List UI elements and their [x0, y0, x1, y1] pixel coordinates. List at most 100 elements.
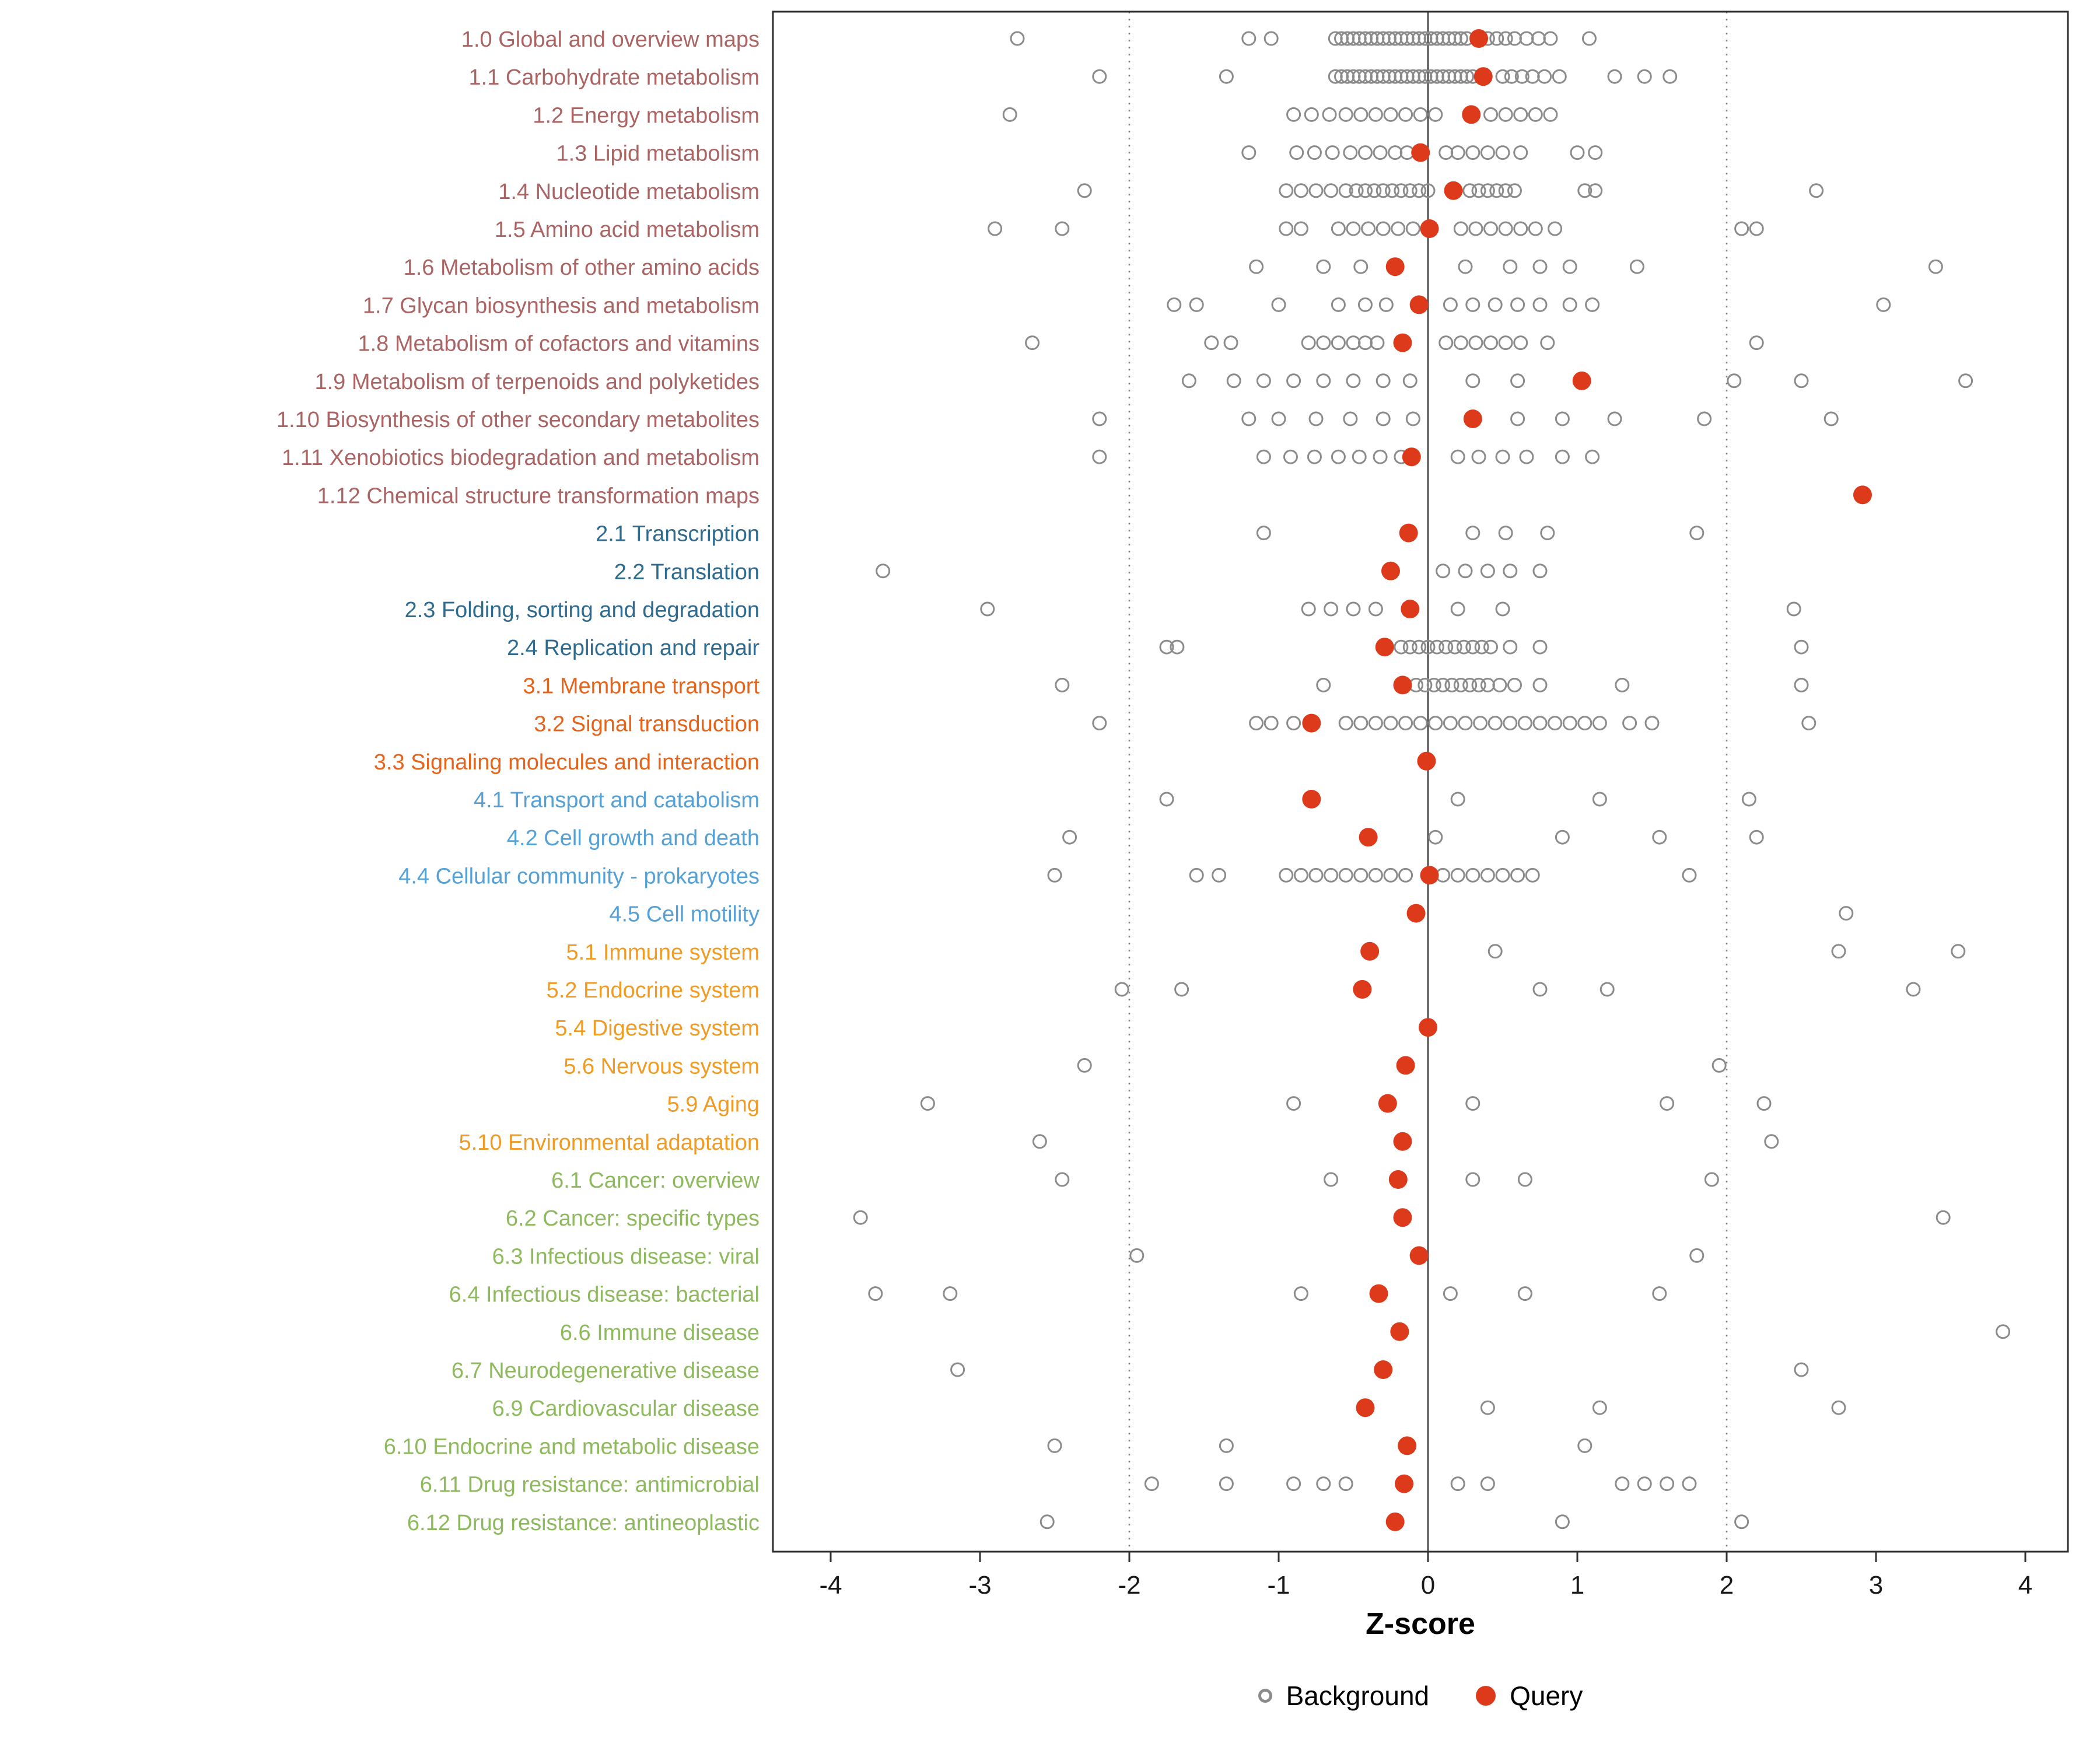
category-label: 2.2 Translation	[614, 560, 760, 584]
query-point	[1396, 1056, 1415, 1075]
background-point	[1271, 297, 1286, 312]
background-point	[1480, 867, 1495, 883]
query-point	[1853, 485, 1872, 505]
background-point	[1660, 1096, 1675, 1111]
query-point	[1378, 1094, 1397, 1113]
background-point	[1376, 69, 1391, 84]
background-point	[1495, 69, 1510, 84]
background-point	[1438, 335, 1454, 351]
category-label: 4.1 Transport and catabolism	[474, 788, 760, 813]
category-label: 1.7 Glycan biosynthesis and metabolism	[363, 293, 760, 318]
background-point	[1662, 69, 1678, 84]
background-point	[1483, 639, 1499, 654]
background-point	[1322, 107, 1337, 122]
background-point	[1532, 677, 1548, 692]
background-point	[1450, 145, 1465, 160]
background-point	[1503, 259, 1518, 274]
background-point	[1316, 335, 1331, 351]
background-point	[1420, 183, 1436, 198]
background-point	[1370, 335, 1385, 351]
background-point	[1443, 1286, 1458, 1301]
background-point	[1025, 335, 1040, 351]
background-point	[1418, 677, 1433, 692]
background-point	[1528, 221, 1543, 236]
background-point	[1328, 69, 1343, 84]
background-point	[1174, 982, 1189, 997]
query-point	[1474, 67, 1493, 86]
query-point	[1406, 904, 1426, 923]
query-point	[1572, 371, 1591, 390]
background-point	[1438, 145, 1454, 160]
background-point	[1077, 183, 1092, 198]
background-point	[1334, 69, 1349, 84]
background-point	[1786, 601, 1801, 617]
background-point	[1543, 31, 1558, 46]
background-point	[1741, 792, 1756, 807]
background-point	[1480, 564, 1495, 579]
background-point	[1413, 716, 1428, 731]
query-point	[1420, 219, 1439, 238]
background-point	[1010, 31, 1025, 46]
background-point	[1453, 69, 1468, 84]
background-point	[1537, 69, 1552, 84]
category-label: 5.4 Digestive system	[555, 1016, 760, 1041]
x-axis-title-row: Z-score	[773, 1603, 2068, 1645]
background-point	[1092, 69, 1107, 84]
category-label: 1.3 Lipid metabolism	[556, 142, 760, 166]
background-point	[1357, 183, 1373, 198]
background-point	[1532, 564, 1548, 579]
background-point	[1622, 716, 1637, 731]
background-point	[1353, 716, 1368, 731]
background-point	[1532, 982, 1548, 997]
background-point	[1637, 1476, 1652, 1492]
background-point	[1682, 1476, 1697, 1492]
query-point	[1463, 410, 1482, 428]
background-point	[1453, 335, 1468, 351]
background-point	[1301, 335, 1316, 351]
background-point	[1749, 830, 1764, 845]
background-point	[1340, 69, 1355, 84]
background-point	[1293, 867, 1308, 883]
background-point	[1996, 1324, 2011, 1339]
background-point	[1519, 31, 1534, 46]
background-point	[1357, 297, 1373, 312]
background-point	[1361, 221, 1376, 236]
background-point	[1353, 107, 1368, 122]
x-tick-label: 1	[1570, 1571, 1584, 1600]
background-point	[1338, 716, 1353, 731]
background-point	[1256, 449, 1271, 464]
background-point	[1047, 867, 1062, 883]
background-point	[1465, 373, 1480, 388]
background-point	[1764, 1134, 1779, 1149]
background-point	[1394, 69, 1409, 84]
legend-item-query[interactable]: Query	[1476, 1680, 1583, 1712]
background-point	[1383, 716, 1398, 731]
query-point	[1419, 1018, 1437, 1037]
x-tick-label: -2	[1118, 1571, 1140, 1600]
category-label: 6.2 Cancer: specific types	[506, 1206, 760, 1231]
background-point	[1473, 716, 1488, 731]
query-point	[1375, 638, 1394, 657]
background-point	[1588, 145, 1603, 160]
background-point	[1189, 867, 1204, 883]
background-point	[1343, 145, 1358, 160]
background-point	[1489, 31, 1504, 46]
background-point	[1958, 373, 1973, 388]
background-point	[1428, 716, 1443, 731]
x-tick-label: 2	[1720, 1571, 1734, 1600]
background-point	[1331, 221, 1346, 236]
background-point	[1399, 31, 1415, 46]
background-point	[1412, 31, 1427, 46]
background-point	[1928, 259, 1943, 274]
background-point	[1453, 677, 1468, 692]
query-point	[1393, 333, 1412, 352]
legend-item-background[interactable]: Background	[1258, 1680, 1429, 1712]
background-point	[1474, 639, 1489, 654]
background-point	[1465, 867, 1480, 883]
background-point	[1492, 677, 1507, 692]
background-point	[1436, 564, 1451, 579]
query-point	[1409, 1246, 1429, 1265]
background-point	[1367, 183, 1382, 198]
background-point	[1525, 69, 1540, 84]
query-point	[1369, 1284, 1388, 1303]
